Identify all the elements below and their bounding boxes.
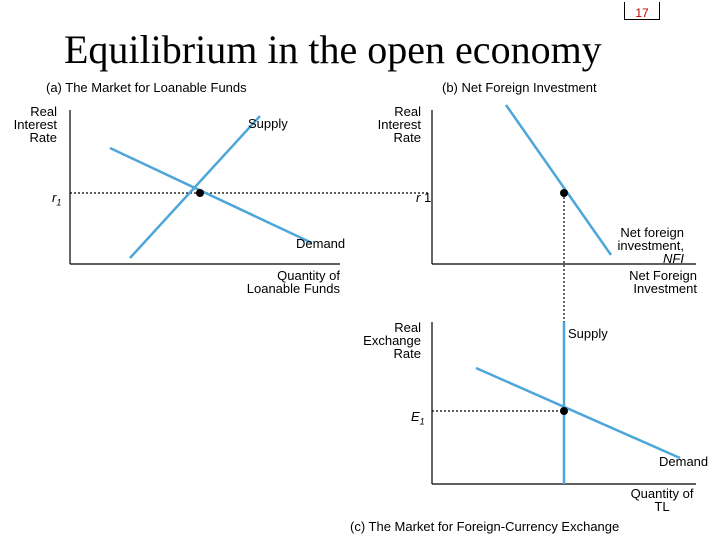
panel-b-rate-label: r 1 bbox=[416, 190, 432, 205]
panel-a-y-axis-label: Real Interest Rate bbox=[13, 104, 57, 145]
slide-number: 17 bbox=[624, 2, 660, 20]
panel-c-demand-label: Demand bbox=[659, 454, 709, 469]
panel-c-rate-label: E1 bbox=[411, 409, 425, 427]
nfi-curve-label: Net foreign investment, NFI bbox=[617, 225, 684, 266]
panel-b-equilibrium-point bbox=[560, 189, 568, 197]
panel-a-demand-curve bbox=[109, 146, 313, 245]
panel-a-demand-label: Demand bbox=[296, 236, 346, 251]
panel-a-x-axis-label: Quantity of Loanable Funds bbox=[246, 268, 340, 296]
panel-c-caption: (c) The Market for Foreign-Currency Exch… bbox=[350, 519, 620, 534]
panel-a-rate-label: r1 bbox=[52, 190, 62, 208]
panel-a-supply-label: Supply bbox=[248, 116, 288, 131]
panel-c-supply-label: Supply bbox=[568, 326, 608, 341]
slide-title: Equilibrium in the open economy bbox=[64, 27, 602, 72]
panel-b-y-axis-label: Real Interest Rate bbox=[377, 104, 421, 145]
panel-c-equilibrium-point bbox=[560, 407, 568, 415]
panel-a-equilibrium-point bbox=[196, 189, 204, 197]
panel-b-caption: (b) Net Foreign Investment bbox=[442, 80, 597, 95]
panel-b-x-axis-label: Net Foreign Investment bbox=[629, 268, 697, 296]
panel-c-demand-curve bbox=[475, 366, 681, 460]
panel-c-y-axis-label: Real Exchange Rate bbox=[363, 320, 421, 361]
nfi-curve bbox=[504, 104, 613, 256]
panel-c-x-axis-label: Quantity of TL bbox=[630, 486, 694, 514]
panel-a-caption: (a) The Market for Loanable Funds bbox=[46, 80, 247, 95]
